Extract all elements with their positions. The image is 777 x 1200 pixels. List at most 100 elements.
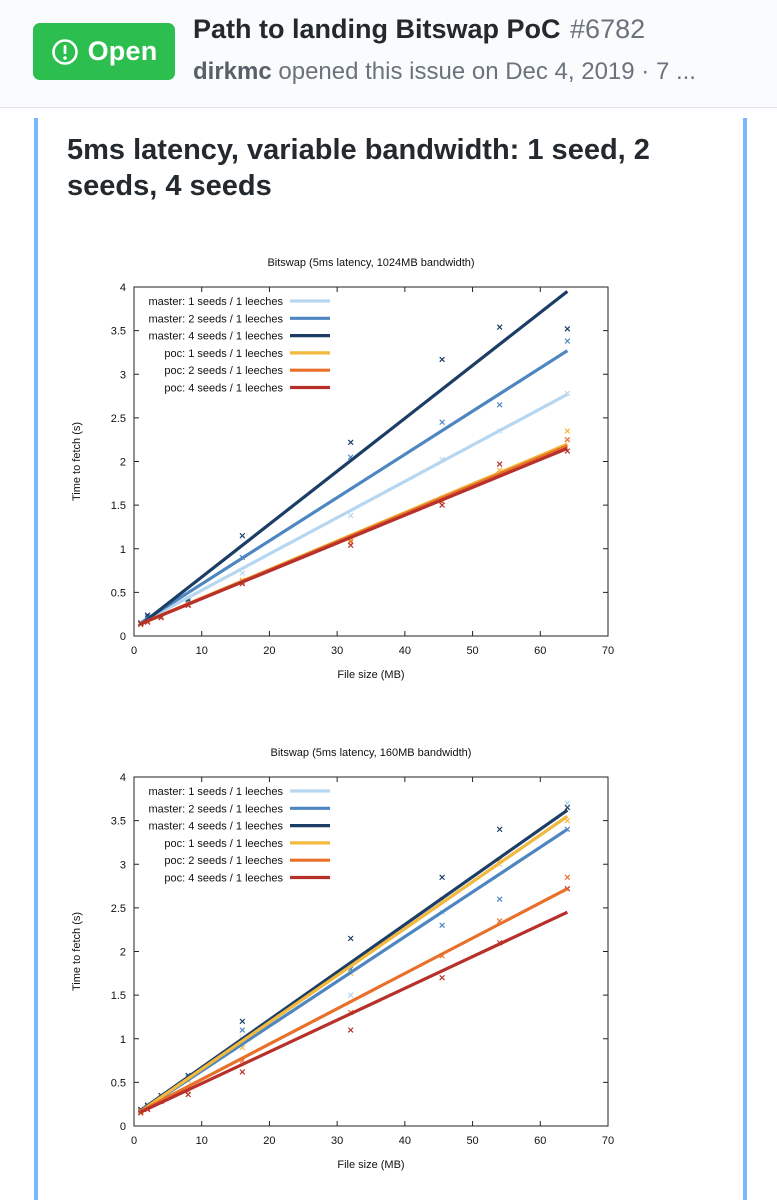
comment-body [34,118,747,1200]
chart-1-series-3-point-stroke-b [239,532,246,539]
chart-1-series-2-point [496,401,503,408]
chart-2-series-3-point [496,826,503,833]
chart-1-series-5-point-stroke-b [564,436,571,443]
chart-2-series-1-point [347,992,354,998]
chart-1-series-6-point [439,502,445,508]
issue-opened-icon [51,38,78,65]
chart-1-series-2-point [439,419,445,426]
chart-2-ytick-label: 4 [120,772,126,784]
chart-2-ytick-label: 2 [120,947,126,959]
chart-2-frame [133,776,609,1127]
chart-2-series-3-point-stroke-b [564,804,571,811]
chart-1-title: Bitswap (5ms latency, 1024MB bandwidth) [267,257,474,269]
chart-2-legend-label: master: 1 seeds / 1 leeches [148,786,283,798]
chart-1-series-2-point-stroke-b [564,338,571,344]
chart-1-xtick-label: 50 [466,645,478,657]
chart-1-xtick-label: 30 [331,645,343,657]
chart-2-series-3-point-stroke-b [496,826,503,833]
chart-2-series-1-point-stroke-b [347,992,354,998]
chart-2-series-3-point [564,804,571,811]
issue-state-badge: Open [33,23,175,80]
chart-1-series-3-point [239,532,246,539]
chart-2-series-3-point-stroke-b [347,935,354,942]
chart-1-series-1-point [347,512,354,519]
chart-2-series-4-point-stroke-b [564,817,571,824]
chart-1-ylabel: Time to fetch (s) [71,422,83,501]
chart-1-series-6-point-stroke-b [439,502,445,508]
chart-2-xtick-label: 50 [466,1135,478,1147]
chart-2-series-3-point-stroke-b [239,1018,246,1025]
chart-2-series-4-fit-line [139,814,569,1113]
chart-2-legend-label: poc: 2 seeds / 1 leeches [164,855,283,867]
chart-1-series-2-point-stroke-b [347,454,354,460]
chart-1-ytick-label: 1.5 [111,500,126,512]
chart-1-series-2-fit-line [139,349,569,625]
chart-2-series-6-point-stroke-b [347,1027,354,1033]
chart-1-ytick-label: 2.5 [111,413,126,425]
chart-1-xtick-label: 20 [263,645,275,657]
chart-1-ytick-label: 0.5 [111,587,126,599]
chart-1-series-3-point-stroke-b [439,356,445,363]
chart-2-ytick-label: 0 [120,1121,126,1133]
chart-2-series-3-point [439,874,445,881]
chart-1-series-3-fit-line [139,290,569,626]
chart-2-ytick-label: 2.5 [111,903,126,915]
issue-author-link[interactable]: dirkmc [193,58,272,85]
chart-2-series-2-point [239,1027,246,1033]
section-heading: 5ms latency, variable bandwidth: 1 seed,… [67,134,650,202]
chart-2-series-6-point-stroke-b [239,1069,246,1075]
chart-1-ytick-label: 3 [120,369,126,381]
chart-2-series-5-point-stroke-b [564,874,571,881]
chart-2-legend-label: poc: 4 seeds / 1 leeches [164,873,283,885]
bitswap-chart-160mb: Bitswap (5ms latency, 160MB bandwidth) 0 1… [60,734,640,1176]
chart-2-series-5-point [564,874,571,881]
chart-1-series-2-point-stroke-b [496,401,503,408]
chart-1-series-1-point-stroke-b [239,570,246,577]
chart-2-series-4-point-stroke-b [239,1044,246,1051]
chart-1-xtick-label: 40 [399,645,411,657]
chart-2-legend-label: poc: 1 seeds / 1 leeches [164,838,283,850]
chart-2-series-2-point-stroke-b [239,1027,246,1033]
issue-meta: dirkmc opened this issue on Dec 4, 2019 … [193,58,696,86]
chart-1-series-6-point [496,461,503,467]
chart-2-series-5-fit-line [140,887,569,1113]
chart-1-xtick-label: 0 [131,645,137,657]
chart-1-series-3-point-stroke-b [564,326,571,332]
chart-1-legend-label: poc: 4 seeds / 1 leeches [164,383,283,395]
chart-2-ytick-label: 3.5 [111,816,126,828]
chart-1-ytick-label: 1 [120,544,126,556]
chart-2-series-6-point-stroke-b [185,1091,191,1098]
chart-2-series-2-point [439,922,445,929]
chart-1-legend-label: poc: 2 seeds / 1 leeches [164,365,283,377]
chart-2-series-6-fit-line [140,910,569,1114]
chart-1-series-6-fit-line [140,446,568,626]
chart-2-series-1-point [564,800,571,806]
chart-2-series-5-point-stroke-b [496,918,503,924]
chart-2-xtick-label: 0 [131,1135,137,1147]
chart-1-series-3-point-stroke-b [496,324,503,330]
chart-2-series-2-point-stroke-b [496,896,503,902]
chart-1-series-4-point [564,428,571,434]
chart-1-xtick-label: 10 [196,645,208,657]
chart-2-ytick-label: 1.5 [111,990,126,1002]
chart-1-ytick-label: 4 [120,282,126,294]
chart-1-series-5-point [564,436,571,443]
chart-1-series-6-point-stroke-b [347,542,354,549]
issue-number: #6782 [570,14,646,44]
chart-2-series-2-point-stroke-b [347,966,354,972]
chart-1-series-2-point-stroke-b [439,419,445,426]
chart-2-series-3-point-stroke-b [439,874,445,881]
chart-2-series-6-point [439,974,445,981]
chart-2-series-3-point [347,935,354,942]
issue-state-label: Open [87,36,158,66]
chart-1-series-3-point [439,356,445,363]
chart-1-series-1-fit-line [140,392,569,625]
chart-2-legend-label: master: 4 seeds / 1 leeches [148,821,283,833]
chart-1-series-1-point-stroke-b [347,512,354,519]
issue-meta-text: opened this issue on Dec 4, 2019 · 7 ... [278,58,696,85]
chart-2-series-1-point-stroke-b [564,800,571,806]
chart-1-series-1-point [239,570,246,577]
chart-1-ytick-label: 2 [120,457,126,469]
chart-1-legend-label: poc: 1 seeds / 1 leeches [164,348,283,360]
chart-1-series-6-point-stroke-b [564,448,571,454]
